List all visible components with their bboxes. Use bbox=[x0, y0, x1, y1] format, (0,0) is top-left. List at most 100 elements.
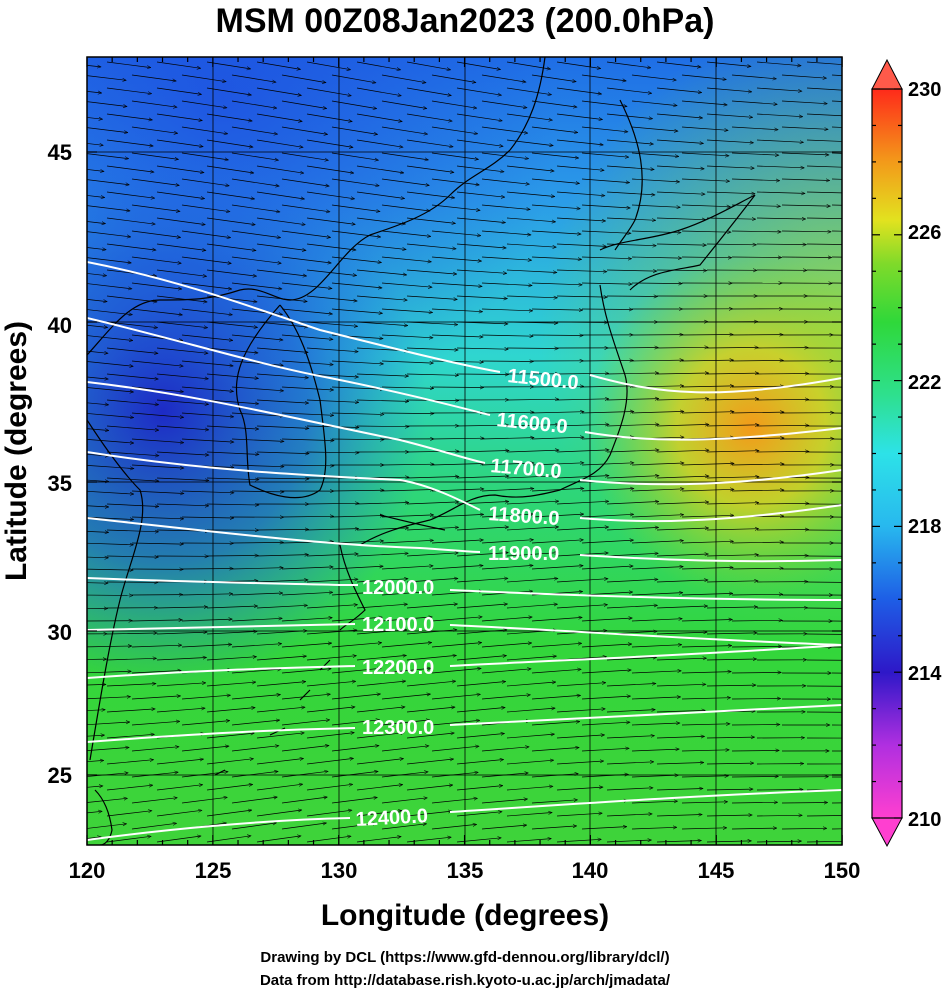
wind-vector bbox=[156, 810, 202, 817]
wind-vector bbox=[356, 785, 403, 791]
wind-vector bbox=[87, 179, 129, 185]
wind-vector bbox=[87, 88, 102, 93]
wind-vector bbox=[87, 439, 134, 443]
wind-vector bbox=[331, 256, 381, 263]
x-axis-label: Longitude (degrees) bbox=[321, 899, 609, 932]
wind-vector bbox=[87, 166, 104, 171]
wind-vector bbox=[181, 644, 232, 648]
wind-vector bbox=[481, 204, 530, 210]
coast-honshu bbox=[359, 284, 628, 546]
wind-vector bbox=[87, 387, 134, 392]
wind-vector bbox=[356, 733, 404, 739]
wind-vector bbox=[506, 348, 558, 349]
wind-vector bbox=[406, 321, 458, 325]
wind-vector bbox=[356, 604, 408, 609]
wind-vector bbox=[681, 593, 733, 595]
wind-vector bbox=[481, 178, 529, 184]
wind-vector bbox=[87, 376, 108, 379]
wind-vector bbox=[431, 100, 477, 108]
wind-vector bbox=[281, 567, 333, 570]
wind-vector bbox=[656, 476, 709, 479]
wind-vector bbox=[506, 243, 556, 247]
wind-vector bbox=[381, 230, 431, 236]
y-tick-label: 25 bbox=[48, 763, 72, 788]
wind-vector bbox=[131, 620, 182, 621]
wind-vector bbox=[231, 282, 282, 289]
wind-vector bbox=[506, 682, 556, 687]
wind-vector bbox=[281, 282, 332, 289]
wind-vector bbox=[281, 334, 333, 339]
colorbar-min-arrow bbox=[871, 817, 903, 848]
wind-vector bbox=[531, 826, 577, 830]
wind-vector bbox=[206, 399, 259, 404]
wind-vector bbox=[381, 152, 428, 160]
wind-vector bbox=[506, 450, 559, 453]
wind-vector bbox=[506, 786, 553, 791]
wind-vector bbox=[681, 750, 729, 751]
wind-vector bbox=[231, 386, 284, 391]
wind-vector bbox=[631, 827, 677, 829]
wind-vector bbox=[406, 477, 459, 479]
wind-vector bbox=[481, 308, 533, 311]
wind-vector bbox=[181, 438, 234, 442]
wind-vector bbox=[606, 165, 654, 170]
wind-vector bbox=[381, 694, 430, 700]
wind-vector bbox=[87, 646, 132, 647]
wind-vector bbox=[87, 413, 134, 418]
wind-vector bbox=[306, 87, 351, 96]
wind-vector bbox=[87, 75, 126, 80]
wind-vector bbox=[631, 178, 680, 182]
wind-vector bbox=[481, 695, 530, 700]
wind-vector bbox=[306, 733, 354, 739]
wind-vector bbox=[706, 789, 753, 790]
wind-vector bbox=[206, 217, 255, 225]
wind-vector bbox=[131, 308, 182, 315]
wind-vector bbox=[331, 413, 384, 415]
wind-vector bbox=[206, 165, 254, 173]
wind-vector bbox=[681, 412, 734, 413]
wind-vector bbox=[406, 269, 457, 274]
wind-vector bbox=[456, 476, 509, 479]
wind-vector bbox=[831, 100, 842, 102]
wind-vector bbox=[87, 504, 109, 507]
wind-vector bbox=[656, 815, 702, 817]
wind-vector bbox=[87, 257, 131, 263]
wind-vector bbox=[206, 61, 251, 69]
wind-vector bbox=[106, 734, 154, 739]
wind-vector bbox=[756, 503, 809, 504]
wind-vector bbox=[706, 87, 752, 92]
wind-vector bbox=[87, 309, 132, 315]
wind-vector bbox=[156, 451, 209, 455]
wind-vector bbox=[381, 74, 426, 83]
wind-vector bbox=[256, 373, 308, 378]
wind-vector bbox=[406, 165, 454, 172]
wind-vector bbox=[831, 490, 842, 492]
wind-vector bbox=[206, 708, 255, 713]
wind-vector bbox=[106, 633, 157, 634]
wind-vector bbox=[231, 412, 284, 416]
wind-vector bbox=[381, 464, 434, 465]
wind-vector bbox=[606, 657, 657, 661]
wind-vector bbox=[481, 747, 529, 752]
colorbar-label: 222 bbox=[908, 372, 941, 394]
wind-vector bbox=[531, 514, 584, 518]
contour-label: 11900.0 bbox=[488, 543, 559, 565]
wind-vector bbox=[631, 541, 684, 544]
wind-vector bbox=[231, 618, 282, 622]
wind-vector bbox=[631, 283, 682, 284]
wind-vector bbox=[606, 373, 659, 374]
wind-vector bbox=[381, 720, 430, 726]
wind-vector bbox=[406, 87, 451, 96]
wind-vector bbox=[631, 515, 684, 518]
wind-vector bbox=[106, 113, 152, 120]
wind-vector bbox=[556, 191, 605, 196]
wind-vector bbox=[556, 839, 601, 843]
wind-vector bbox=[831, 126, 842, 128]
wind-vector bbox=[606, 113, 653, 119]
wind-vector bbox=[831, 516, 842, 518]
wind-vector bbox=[656, 399, 709, 400]
wind-vector bbox=[731, 802, 778, 803]
wind-vector bbox=[781, 100, 827, 104]
wind-vector bbox=[306, 139, 353, 147]
wind-vector bbox=[606, 502, 659, 505]
